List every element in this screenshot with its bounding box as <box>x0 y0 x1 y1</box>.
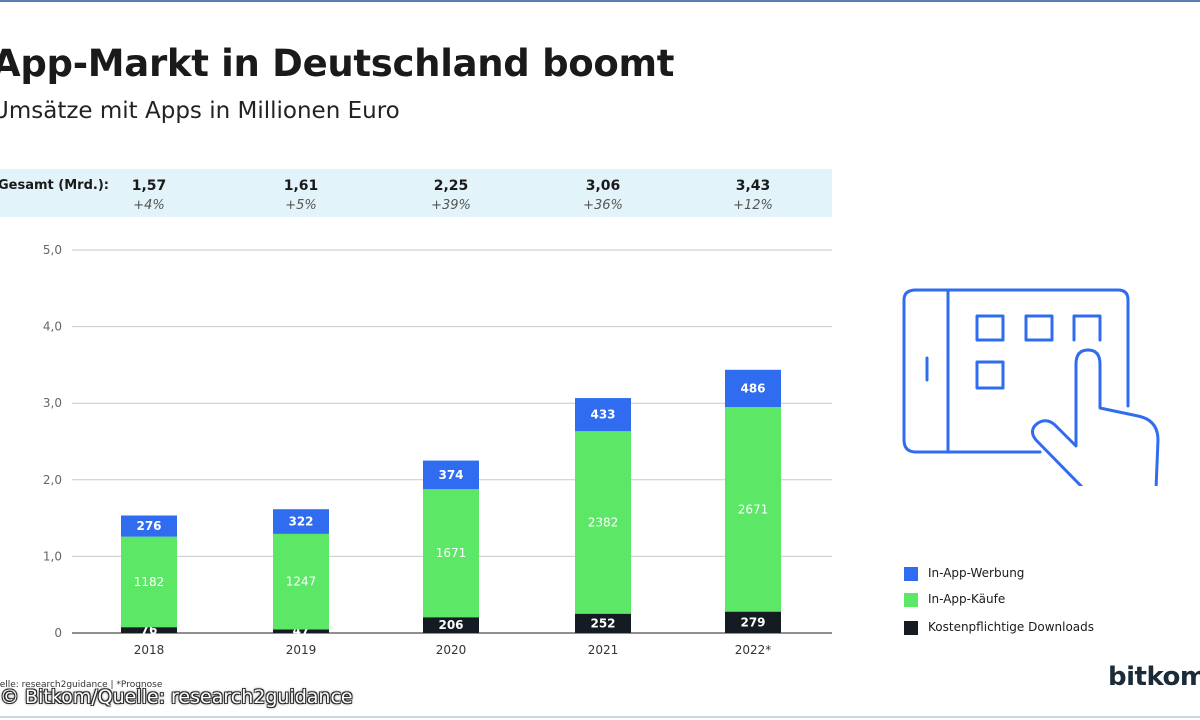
total-value: 3,43 <box>735 178 771 194</box>
legend-label: In-App-Käufe <box>928 592 1006 606</box>
bottom-border <box>0 716 1200 718</box>
data-label: 2382 <box>588 515 619 529</box>
data-label: 433 <box>590 408 615 422</box>
y-tick-label: 3,0 <box>43 396 62 410</box>
data-label: 1182 <box>134 575 165 589</box>
totals-label: Gesamt (Mrd.): <box>0 178 109 193</box>
total-value: 2,25 <box>433 178 469 194</box>
bar-segment <box>575 431 631 614</box>
y-tick-label: 4,0 <box>43 320 62 334</box>
data-label: 279 <box>740 615 765 629</box>
total-value: 3,06 <box>585 178 621 194</box>
bar-segment <box>725 369 781 408</box>
total-change: +36% <box>583 198 623 213</box>
x-tick-label: 2020 <box>436 643 467 657</box>
data-label: 486 <box>740 381 765 395</box>
y-tick-label: 2,0 <box>43 473 62 487</box>
data-label: 374 <box>438 468 463 482</box>
legend-label: In-App-Werbung <box>928 566 1025 580</box>
data-label: 2671 <box>738 502 769 516</box>
bar-segment <box>725 611 781 633</box>
credit-watermark: © Bitkom/Quelle: research2guidance <box>0 686 353 708</box>
total-change: +12% <box>733 198 773 213</box>
bar-segment <box>121 627 177 633</box>
bar-segment <box>273 509 329 534</box>
bar-segment <box>575 613 631 633</box>
totals-band <box>0 169 832 217</box>
data-label: 206 <box>438 618 463 632</box>
total-change: +4% <box>133 198 165 213</box>
bar-segment <box>273 533 329 630</box>
data-label: 252 <box>590 616 615 630</box>
legend-label: Kostenpflichtige Downloads <box>928 620 1095 634</box>
total-change: +39% <box>431 198 471 213</box>
total-value: 1,57 <box>131 178 167 194</box>
y-tick-label: 1,0 <box>43 549 62 563</box>
x-tick-label: 2018 <box>134 643 165 657</box>
bar-segment <box>121 536 177 628</box>
bar-segment <box>423 617 479 633</box>
bar-segment <box>725 407 781 612</box>
data-label: 276 <box>136 519 161 533</box>
total-change: +5% <box>285 198 317 213</box>
bar-segment <box>423 489 479 618</box>
top-border <box>0 0 1200 2</box>
chart-subtitle: Umsätze mit Apps in Millionen Euro <box>0 98 400 124</box>
total-value: 1,61 <box>283 178 319 194</box>
legend-swatch <box>904 593 918 607</box>
y-tick-label: 0 <box>54 626 62 640</box>
x-tick-label: 2021 <box>588 643 619 657</box>
bar-segment <box>575 398 631 432</box>
x-tick-label: 2019 <box>286 643 317 657</box>
legend-swatch <box>904 621 918 635</box>
data-label: 1671 <box>436 546 467 560</box>
legend-swatch <box>904 567 918 581</box>
y-tick-label: 5,0 <box>43 243 62 257</box>
data-label: 1247 <box>286 575 317 589</box>
x-tick-label: 2022* <box>735 643 772 657</box>
bitkom-logo: bitkom <box>1108 662 1200 692</box>
source-note: uelle: research2guidance | *Prognose <box>0 680 163 690</box>
chart-title: App-Markt in Deutschland boomt <box>0 42 675 85</box>
bar-segment <box>423 460 479 490</box>
data-label: 322 <box>288 515 313 529</box>
bar-segment <box>121 515 177 537</box>
bar-segment <box>273 629 329 633</box>
tablet-touch-icon <box>902 288 1160 486</box>
